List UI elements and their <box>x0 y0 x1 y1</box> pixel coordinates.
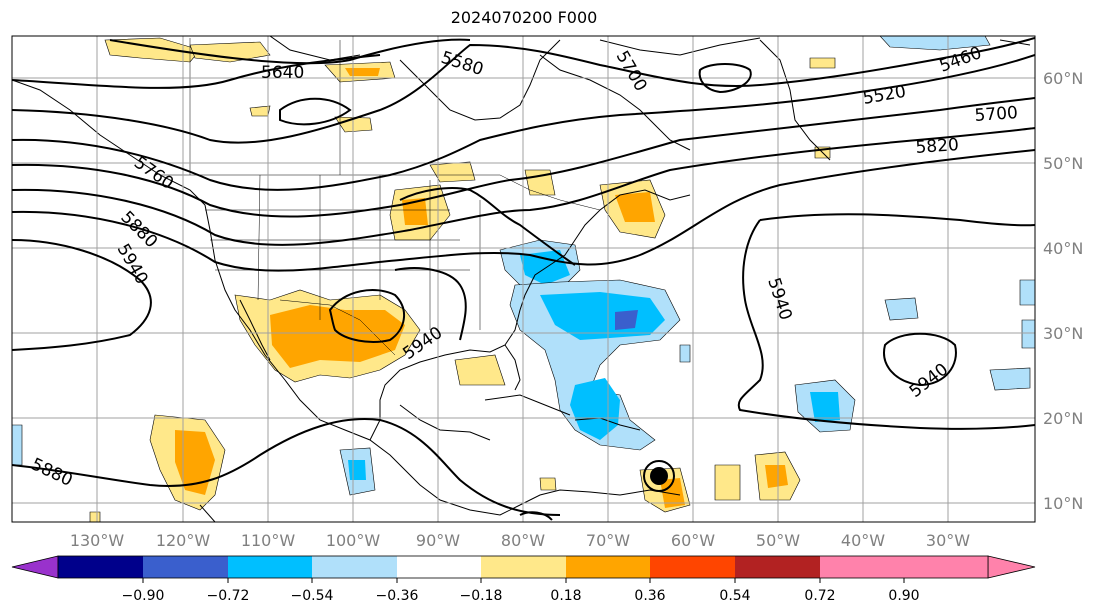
colorbar: −0.90 −0.72 −0.54 −0.36 −0.18 0.18 0.36 … <box>11 555 1036 604</box>
storm-marker <box>643 460 675 492</box>
colorbar-tick-label: −0.18 <box>460 588 503 604</box>
colorbar-segment <box>566 556 650 578</box>
lon-label: 90°W <box>416 531 460 550</box>
map-title: 2024070200 F000 <box>450 8 598 27</box>
colorbar-segment <box>58 556 143 578</box>
colorbar-tick-label: −0.72 <box>207 588 250 604</box>
colorbar-segment <box>143 556 228 578</box>
colorbar-tick-label: 0.72 <box>804 588 835 604</box>
map-frame <box>11 35 1036 523</box>
colorbar-segment <box>397 556 481 578</box>
colorbar-tick-label: 0.36 <box>634 588 665 604</box>
lon-label: 70°W <box>586 531 630 550</box>
lat-label: 20°N <box>1043 409 1083 428</box>
lon-label: 80°W <box>501 531 545 550</box>
colorbar-tick-label: 0.54 <box>719 588 750 604</box>
colorbar-segment <box>735 556 820 578</box>
colorbar-tick-label: −0.90 <box>122 588 165 604</box>
lon-label: 120°W <box>156 531 211 550</box>
colorbar-tick-label: −0.36 <box>376 588 419 604</box>
contour-label: 5640 <box>261 63 304 83</box>
latitude-labels: 60°N 50°N 40°N 30°N 20°N 10°N <box>1043 69 1083 513</box>
contour-label: 5820 <box>915 135 960 158</box>
lon-label: 30°W <box>926 531 970 550</box>
height-contours <box>12 37 1035 521</box>
colorbar-ticks <box>142 578 905 583</box>
lat-label: 40°N <box>1043 239 1083 258</box>
colorbar-extend-max <box>987 555 1036 579</box>
lon-label: 130°W <box>70 531 125 550</box>
colorbar-extend-min <box>11 555 59 579</box>
colorbar-tick-label: 0.90 <box>888 588 919 604</box>
lon-label: 60°W <box>671 531 715 550</box>
longitude-labels: 130°W 120°W 110°W 100°W 90°W 80°W 70°W 6… <box>70 531 970 550</box>
lat-label: 30°N <box>1043 324 1083 343</box>
lon-label: 50°W <box>756 531 800 550</box>
contour-label: 5700 <box>974 103 1019 126</box>
lon-label: 100°W <box>326 531 381 550</box>
colorbar-segment <box>312 556 397 578</box>
colorbar-tick-label: 0.18 <box>550 588 581 604</box>
colorbar-outline <box>57 555 989 579</box>
colorbar-segment <box>228 556 312 578</box>
colorbar-segment <box>820 556 904 578</box>
colorbar-segment <box>904 556 988 578</box>
colorbar-segment <box>481 556 566 578</box>
lon-label: 40°W <box>841 531 885 550</box>
lon-label: 110°W <box>241 531 296 550</box>
lat-label: 60°N <box>1043 69 1083 88</box>
colorbar-segment <box>650 556 735 578</box>
lat-label: 50°N <box>1043 154 1083 173</box>
coastlines <box>12 36 1031 522</box>
colorbar-tick-label: −0.54 <box>291 588 334 604</box>
graticule <box>12 36 1035 522</box>
lat-label: 10°N <box>1043 494 1083 513</box>
